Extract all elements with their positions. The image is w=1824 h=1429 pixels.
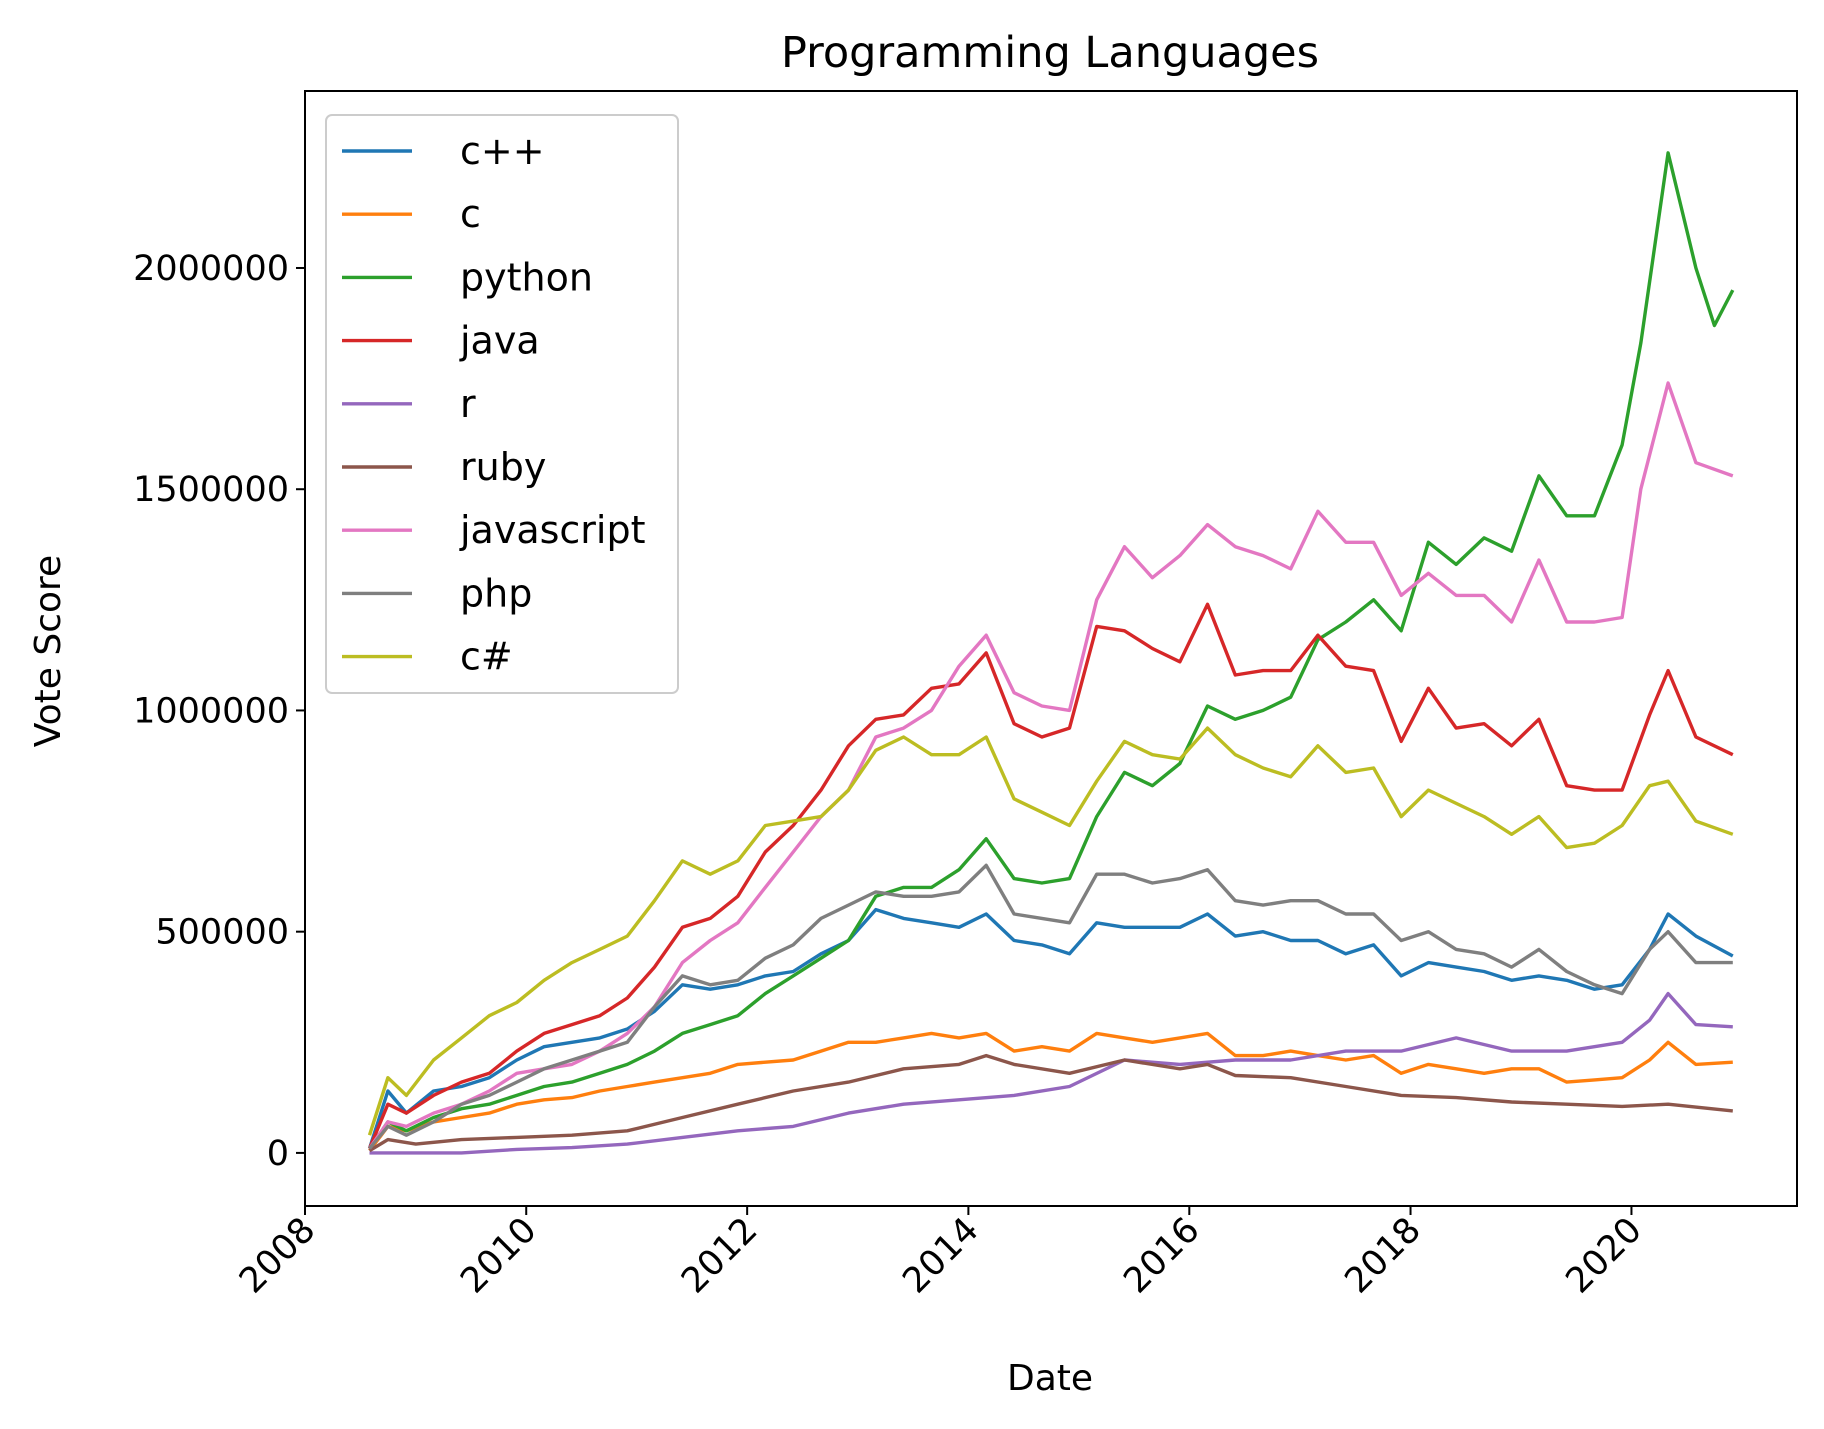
- legend-label-php: php: [460, 571, 532, 615]
- series-line-c: [368, 1031, 1733, 1152]
- legend-label-r: r: [460, 382, 476, 426]
- series-line-php: [368, 863, 1733, 1150]
- y-tick-label: 2000000: [133, 249, 289, 289]
- y-axis-title: Vote Score: [28, 555, 69, 747]
- legend-label-java: java: [459, 319, 540, 363]
- y-tick-label: 0: [267, 1134, 289, 1174]
- legend-label-ruby: ruby: [460, 445, 546, 489]
- series-line-c++: [367, 907, 1734, 1150]
- series-line-ruby: [368, 1053, 1733, 1153]
- legend-label-c: c: [460, 192, 481, 236]
- y-tick-label: 1000000: [133, 691, 289, 731]
- plot-frame: [304, 90, 1798, 1207]
- series-line-python: [368, 151, 1735, 1150]
- chart-title: Programming Languages: [781, 28, 1319, 78]
- series-line-c#: [367, 726, 1734, 1136]
- legend-box: [325, 114, 679, 694]
- legend-label-c#: c#: [460, 635, 513, 679]
- legend-label-python: python: [460, 255, 593, 299]
- legend-label-c++: c++: [460, 129, 545, 173]
- legend-label-javascript: javascript: [459, 508, 646, 552]
- legend: c++ c python java r ruby javascript php c#: [325, 114, 679, 694]
- series-line-javascript: [368, 381, 1734, 1150]
- y-tick-label: 500000: [155, 913, 289, 953]
- x-axis-title: Date: [1007, 1358, 1093, 1399]
- plot-area: [367, 151, 1735, 1155]
- series-line-java: [367, 602, 1734, 1150]
- y-tick-label: 1500000: [133, 470, 289, 510]
